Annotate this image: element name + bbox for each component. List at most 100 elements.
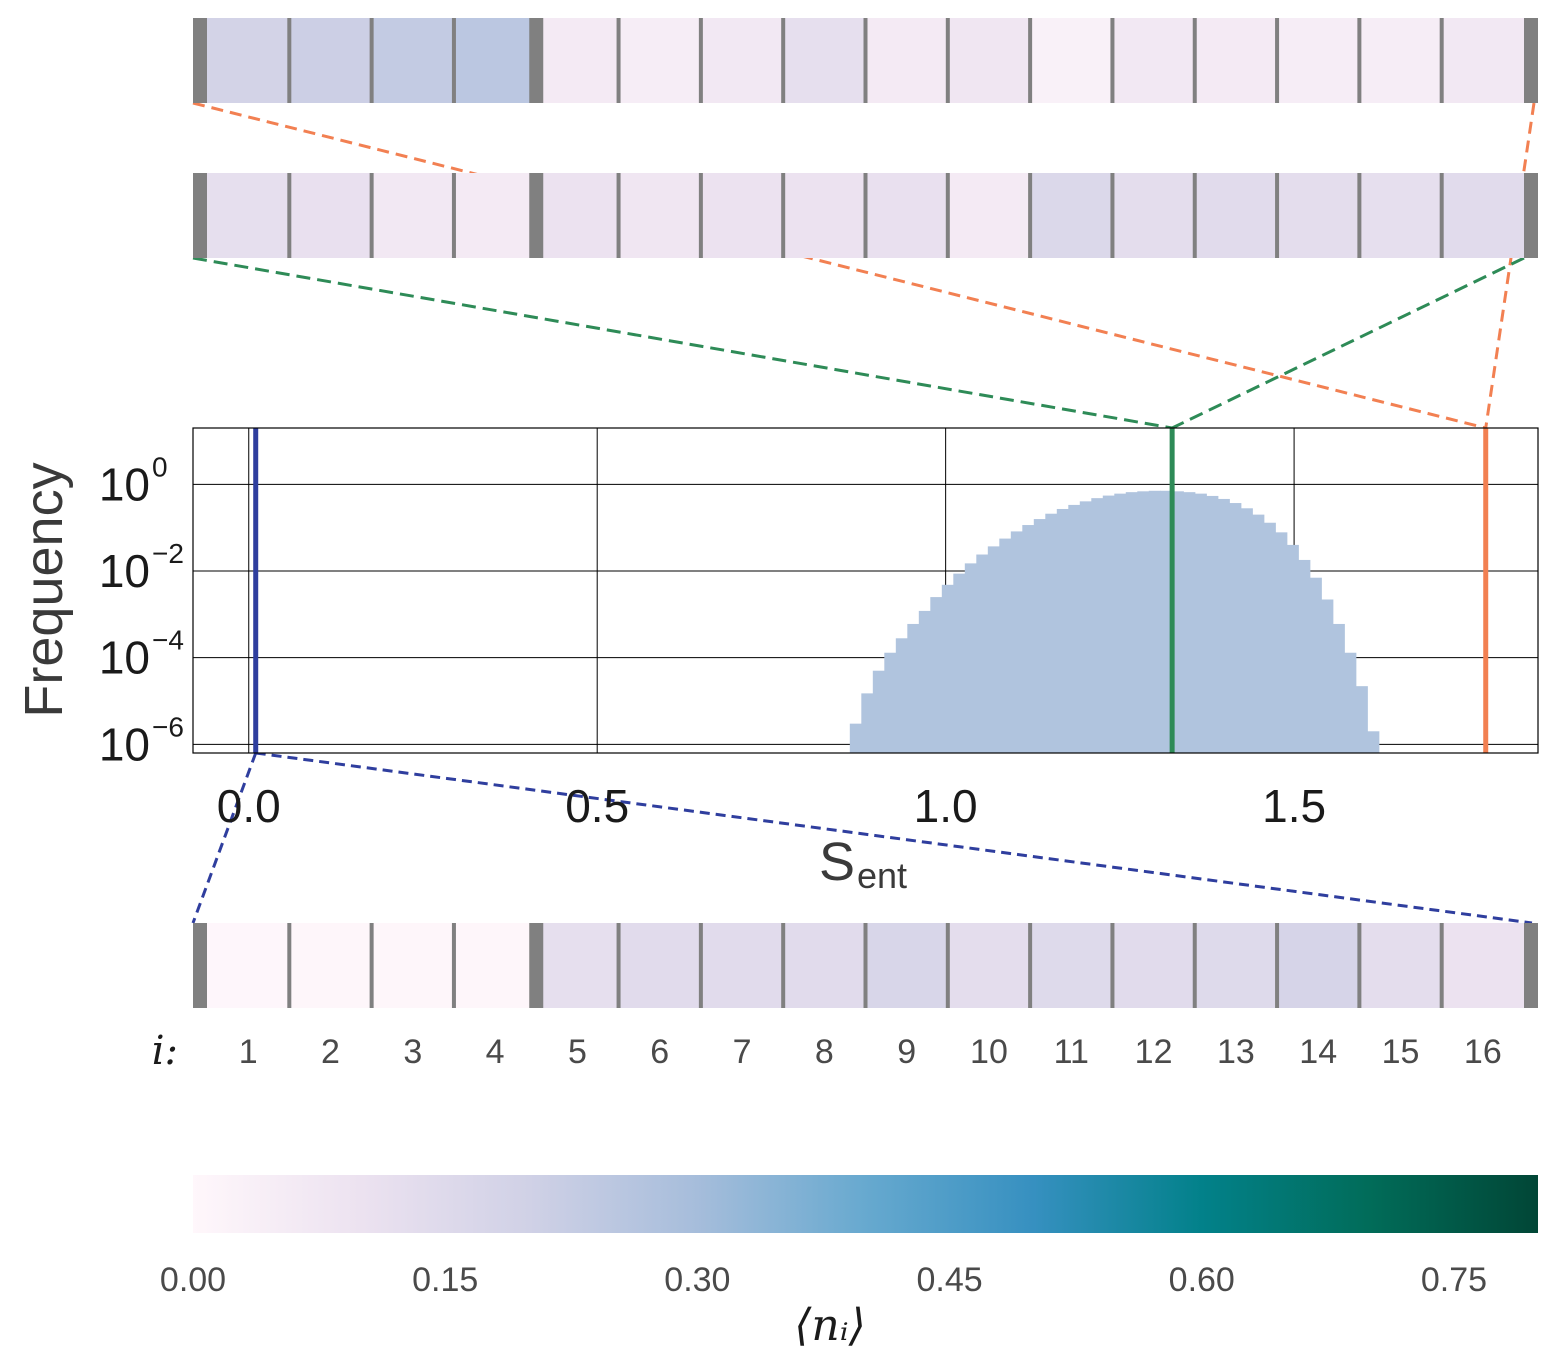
cell-divider xyxy=(1357,18,1362,103)
histogram-bar xyxy=(861,693,874,753)
cell-divider xyxy=(451,173,456,258)
site-cell xyxy=(371,18,454,103)
histogram-bar xyxy=(1344,652,1357,753)
histogram-bar xyxy=(1367,731,1380,753)
site-cell xyxy=(947,923,1031,1008)
cell-divider xyxy=(945,18,950,103)
site-cell xyxy=(1194,173,1278,258)
cell-divider xyxy=(781,18,786,103)
site-cell xyxy=(289,923,372,1008)
orange-connector xyxy=(1484,102,1536,429)
site-index: 14 xyxy=(1299,1033,1337,1071)
site-cell xyxy=(865,923,948,1008)
histogram-bar xyxy=(884,652,897,753)
site-cell xyxy=(700,173,784,258)
histogram-bar xyxy=(1229,503,1242,753)
histogram-bar xyxy=(1033,519,1046,753)
cell-divider xyxy=(616,173,621,258)
cell-divider xyxy=(1192,173,1197,258)
histogram-bar xyxy=(1068,504,1081,753)
histogram-bar xyxy=(964,563,977,753)
cell-divider xyxy=(1028,173,1033,258)
cell-divider xyxy=(698,923,703,1008)
orange-connector xyxy=(192,101,1487,430)
site-cell xyxy=(1112,923,1195,1008)
cell-divider xyxy=(1439,18,1444,103)
site-cell xyxy=(289,18,372,103)
colorbar-label: ⟨nᵢ⟩ xyxy=(794,1300,866,1350)
cell-divider xyxy=(1028,923,1033,1008)
histogram-bar xyxy=(1275,532,1288,753)
histogram-bar xyxy=(1206,495,1219,753)
colorbar-tick-label: 0.30 xyxy=(664,1261,730,1299)
site-index: 1 xyxy=(239,1033,258,1071)
site-cell xyxy=(783,18,866,103)
cell-divider xyxy=(1357,923,1362,1008)
site-cell xyxy=(289,173,372,258)
site-index: 7 xyxy=(733,1033,752,1071)
site-index: 13 xyxy=(1217,1033,1255,1071)
cell-divider xyxy=(616,18,621,103)
green-connector xyxy=(192,256,1173,430)
site-cell xyxy=(1359,923,1442,1008)
histogram-bar xyxy=(1355,686,1368,753)
site-cell xyxy=(1030,18,1113,103)
site-cell xyxy=(947,18,1031,103)
y-tick-base: 10 xyxy=(99,458,150,510)
cell-divider xyxy=(1439,173,1444,258)
occupation-chain-bottom xyxy=(193,923,1538,1008)
histogram-bar xyxy=(1252,514,1265,753)
histogram-bar xyxy=(976,554,989,753)
histogram-bar xyxy=(1148,490,1161,753)
chain-barrier xyxy=(529,18,544,103)
cell-divider xyxy=(781,923,786,1008)
histogram-bar xyxy=(987,546,1000,753)
colorbar-tick-label: 0.60 xyxy=(1169,1261,1235,1299)
histogram-bar xyxy=(1309,577,1322,753)
cell-divider xyxy=(451,18,456,103)
site-index-axis: i: 1 2 3 4 5 6 7 8 9 10 11 12 13 14 15 16 xyxy=(152,1028,1502,1074)
histogram-bar xyxy=(1171,491,1184,753)
histogram-bars xyxy=(849,490,1380,753)
histogram-bar xyxy=(1160,490,1173,753)
cell-divider xyxy=(1110,18,1115,103)
colorbar-tick-label: 0.00 xyxy=(160,1261,226,1299)
cell-divider xyxy=(945,923,950,1008)
x-tick-label: 1.5 xyxy=(1262,780,1326,832)
histogram-bar xyxy=(1240,508,1253,753)
colorbar-tick-label: 0.15 xyxy=(412,1261,478,1299)
site-cell xyxy=(783,173,866,258)
histogram-bar xyxy=(953,573,966,753)
blue-connector xyxy=(191,752,258,924)
cell-divider xyxy=(1357,173,1362,258)
site-index: 12 xyxy=(1135,1033,1173,1071)
cell-divider xyxy=(369,173,374,258)
plot-frame xyxy=(192,427,1539,754)
cell-divider xyxy=(369,18,374,103)
cell-divider xyxy=(287,18,292,103)
site-cell xyxy=(207,923,290,1008)
colorbar-tick-label: 0.75 xyxy=(1421,1261,1487,1299)
blue-connector xyxy=(255,751,1533,925)
chain-end-left xyxy=(193,173,207,258)
y-tick-base: 10 xyxy=(99,545,150,597)
site-cell xyxy=(865,173,948,258)
site-cell xyxy=(1194,923,1278,1008)
histogram-bar xyxy=(1091,498,1104,753)
site-index: 4 xyxy=(486,1033,505,1071)
cell-divider xyxy=(451,923,456,1008)
y-tick-base: 10 xyxy=(99,632,150,684)
cell-divider xyxy=(1192,923,1197,1008)
y-tick-exponent: −2 xyxy=(152,538,184,569)
x-axis-label-subscript: ent xyxy=(857,855,907,896)
site-cell xyxy=(1030,923,1113,1008)
site-cell xyxy=(536,923,619,1008)
histogram-bar xyxy=(1022,525,1035,753)
cell-divider xyxy=(1028,18,1033,103)
site-cell xyxy=(453,173,537,258)
histogram-bar xyxy=(1194,493,1207,753)
cell-divider xyxy=(1110,923,1115,1008)
site-cell xyxy=(618,173,701,258)
